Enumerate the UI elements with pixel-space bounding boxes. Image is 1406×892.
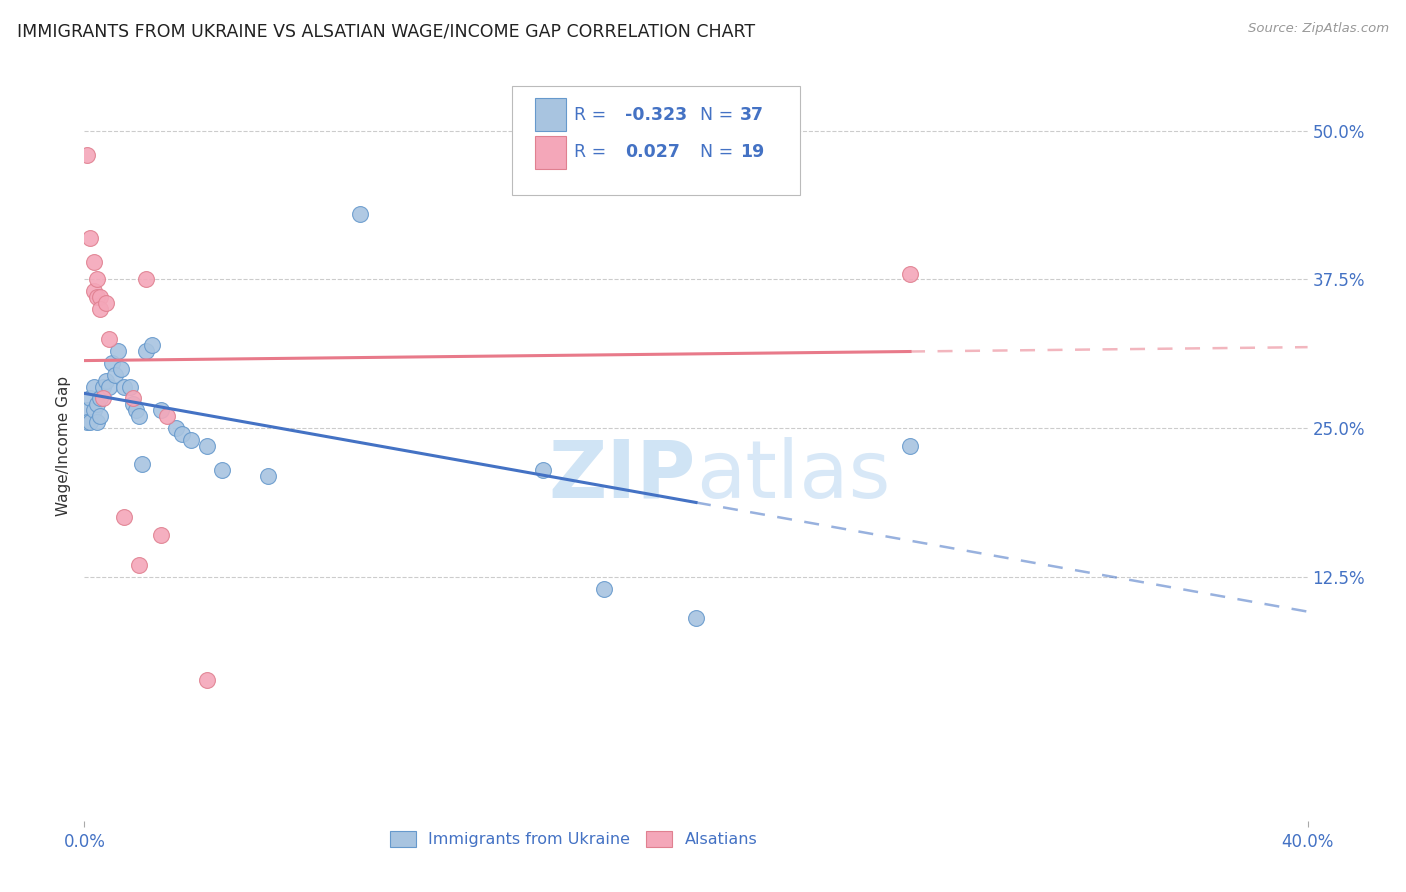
Y-axis label: Wage/Income Gap: Wage/Income Gap xyxy=(56,376,72,516)
Point xyxy=(165,421,187,435)
Point xyxy=(76,403,98,417)
Point xyxy=(349,207,371,221)
Point xyxy=(122,397,145,411)
Point xyxy=(149,528,172,542)
Text: 37: 37 xyxy=(740,106,763,124)
Point xyxy=(898,267,921,281)
Point xyxy=(89,409,111,424)
Point xyxy=(257,468,280,483)
Point xyxy=(107,343,129,358)
Point xyxy=(86,290,108,304)
Point xyxy=(898,439,921,453)
Text: -0.323: -0.323 xyxy=(626,106,688,124)
Point xyxy=(180,433,202,447)
Point xyxy=(86,415,108,429)
Point xyxy=(135,343,157,358)
Point xyxy=(128,409,150,424)
Point xyxy=(79,231,101,245)
Point xyxy=(593,582,616,596)
Point xyxy=(125,403,148,417)
Point xyxy=(131,457,153,471)
Point xyxy=(89,302,111,317)
Text: 19: 19 xyxy=(740,144,765,161)
Point xyxy=(89,392,111,406)
Point xyxy=(135,272,157,286)
Text: Source: ZipAtlas.com: Source: ZipAtlas.com xyxy=(1249,22,1389,36)
Legend: Immigrants from Ukraine, Alsatians: Immigrants from Ukraine, Alsatians xyxy=(384,824,763,854)
Point xyxy=(120,379,142,393)
Point xyxy=(94,296,117,310)
Point xyxy=(83,254,105,268)
FancyBboxPatch shape xyxy=(534,98,567,131)
Point xyxy=(76,415,98,429)
Text: R =: R = xyxy=(574,106,612,124)
Point xyxy=(112,510,135,524)
Point xyxy=(531,463,554,477)
Point xyxy=(89,290,111,304)
Point xyxy=(141,338,163,352)
Text: atlas: atlas xyxy=(696,437,890,515)
Point xyxy=(110,361,132,376)
FancyBboxPatch shape xyxy=(534,136,567,169)
Point xyxy=(97,379,120,393)
Point xyxy=(91,392,114,406)
Point xyxy=(112,379,135,393)
Point xyxy=(86,397,108,411)
Text: 0.027: 0.027 xyxy=(626,144,681,161)
Text: N =: N = xyxy=(700,144,738,161)
Point xyxy=(76,147,98,161)
Point xyxy=(101,356,124,370)
Point xyxy=(86,272,108,286)
Point xyxy=(97,332,120,346)
Text: IMMIGRANTS FROM UKRAINE VS ALSATIAN WAGE/INCOME GAP CORRELATION CHART: IMMIGRANTS FROM UKRAINE VS ALSATIAN WAGE… xyxy=(17,22,755,40)
Point xyxy=(195,673,218,688)
Point xyxy=(149,403,172,417)
Point xyxy=(83,379,105,393)
Point xyxy=(104,368,127,382)
Point xyxy=(83,403,105,417)
Point xyxy=(211,463,233,477)
Point xyxy=(156,409,179,424)
Point xyxy=(83,285,105,299)
Text: ZIP: ZIP xyxy=(548,437,696,515)
Point xyxy=(94,374,117,388)
Point xyxy=(79,415,101,429)
Point xyxy=(128,558,150,572)
FancyBboxPatch shape xyxy=(513,87,800,195)
Point xyxy=(195,439,218,453)
Point xyxy=(79,392,101,406)
Text: N =: N = xyxy=(700,106,738,124)
Point xyxy=(122,392,145,406)
Text: R =: R = xyxy=(574,144,612,161)
Point xyxy=(685,611,707,625)
Point xyxy=(91,379,114,393)
Point xyxy=(172,427,194,442)
